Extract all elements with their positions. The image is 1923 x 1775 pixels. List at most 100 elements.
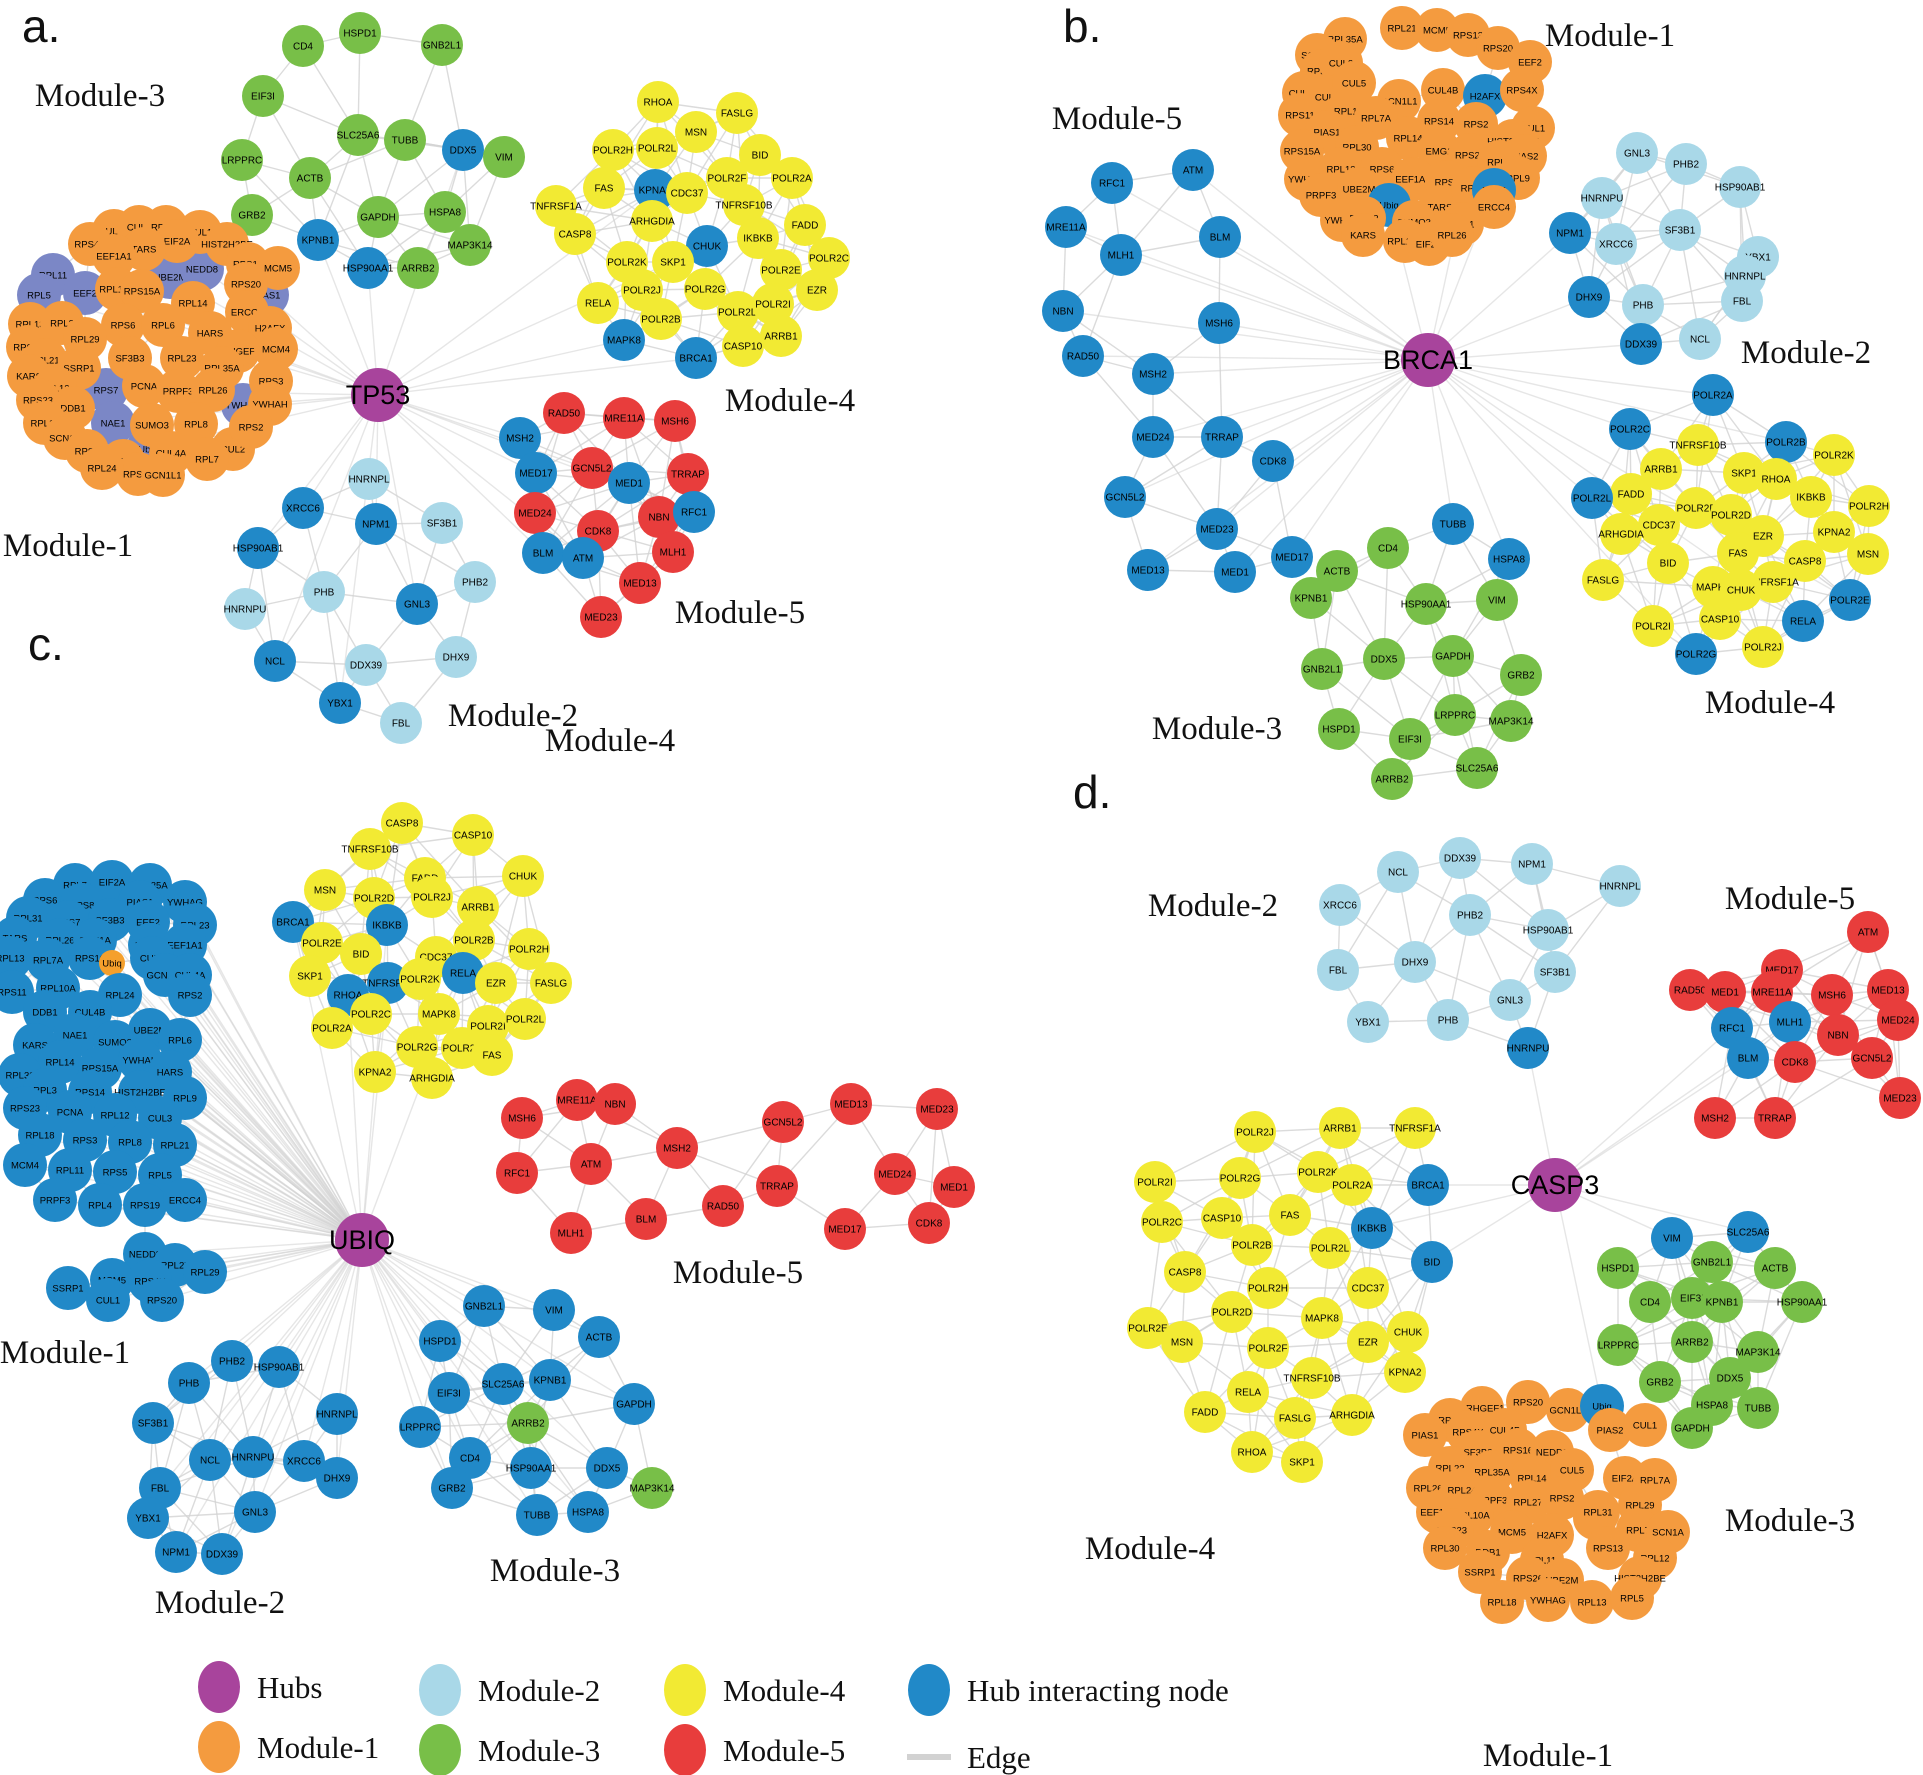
node-circle-VIM[interactable] bbox=[483, 136, 525, 178]
node-BID[interactable]: BID bbox=[1647, 542, 1689, 584]
node-circle-GCN5L2[interactable] bbox=[1104, 476, 1146, 518]
node-circle-CUL1[interactable] bbox=[1623, 1403, 1667, 1447]
node-circle-EIF3I[interactable] bbox=[1389, 718, 1431, 760]
node-circle-CD4[interactable] bbox=[1629, 1281, 1671, 1323]
node-circle-RPL21[interactable] bbox=[1380, 6, 1424, 50]
node-ACTB[interactable]: ACTB bbox=[578, 1316, 620, 1358]
node-RHOA[interactable]: RHOA bbox=[637, 81, 679, 123]
node-ARRB2[interactable]: ARRB2 bbox=[1371, 758, 1413, 800]
node-circle-CDC37[interactable] bbox=[1347, 1267, 1389, 1309]
node-circle-RPS19[interactable] bbox=[123, 1183, 167, 1227]
node-SKP1[interactable]: SKP1 bbox=[289, 955, 331, 997]
node-POLR2C[interactable]: POLR2C bbox=[350, 993, 392, 1035]
node-POLR2L[interactable]: POLR2L bbox=[1571, 477, 1613, 519]
node-HSP90AA1[interactable]: HSP90AA1 bbox=[343, 247, 394, 289]
node-circle-MED23[interactable] bbox=[580, 596, 622, 638]
node-circle-RHOA[interactable] bbox=[1231, 1431, 1273, 1473]
node-NPM1[interactable]: NPM1 bbox=[155, 1531, 197, 1573]
node-RHOA[interactable]: RHOA bbox=[1231, 1431, 1273, 1473]
node-circle-POLR2A[interactable] bbox=[771, 157, 813, 199]
node-circle-GNB2L1[interactable] bbox=[421, 24, 463, 66]
node-RFC1[interactable]: RFC1 bbox=[496, 1152, 538, 1194]
node-circle-POLR2D[interactable] bbox=[717, 291, 759, 333]
node-circle-LRPPRC[interactable] bbox=[221, 139, 263, 181]
node-circle-SSRP1[interactable] bbox=[46, 1266, 90, 1310]
node-circle-RPL24[interactable] bbox=[80, 446, 124, 490]
node-POLR2K[interactable]: POLR2K bbox=[1813, 434, 1855, 476]
node-RPL26[interactable]: RPL26 bbox=[1430, 213, 1474, 257]
node-circle-GAPDH[interactable] bbox=[613, 1383, 655, 1425]
node-KPNB1[interactable]: KPNB1 bbox=[1290, 577, 1332, 619]
node-GCN5L2[interactable]: GCN5L2 bbox=[1104, 476, 1146, 518]
node-MED23[interactable]: MED23 bbox=[1196, 508, 1238, 550]
node-circle-CHUK[interactable] bbox=[1387, 1311, 1429, 1353]
node-GRB2[interactable]: GRB2 bbox=[1500, 654, 1542, 696]
node-circle-MED1[interactable] bbox=[1704, 971, 1746, 1013]
node-circle-GRB2[interactable] bbox=[231, 194, 273, 236]
node-circle-EZR[interactable] bbox=[796, 269, 838, 311]
node-ARRB1[interactable]: ARRB1 bbox=[1319, 1107, 1361, 1149]
node-MED24[interactable]: MED24 bbox=[1877, 999, 1919, 1041]
node-XRCC6[interactable]: XRCC6 bbox=[282, 487, 324, 529]
node-circle-DHX9[interactable] bbox=[1394, 941, 1436, 983]
node-circle-PRPF3[interactable] bbox=[156, 369, 200, 413]
node-circle-RAD50[interactable] bbox=[702, 1185, 744, 1227]
node-RFC1[interactable]: RFC1 bbox=[673, 491, 715, 533]
node-circle-PCNA[interactable] bbox=[122, 364, 166, 408]
node-circle-POLR2A[interactable] bbox=[1331, 1164, 1373, 1206]
node-MSN[interactable]: MSN bbox=[1161, 1321, 1203, 1363]
node-NCL[interactable]: NCL bbox=[1377, 851, 1419, 893]
node-circle-POLR2G[interactable] bbox=[684, 268, 726, 310]
node-RPL29[interactable]: RPL29 bbox=[183, 1250, 227, 1294]
node-MED24[interactable]: MED24 bbox=[514, 492, 556, 534]
node-BRCA1[interactable]: BRCA1 bbox=[1407, 1164, 1449, 1206]
node-circle-SLC25A6[interactable] bbox=[337, 114, 379, 156]
node-RFC1[interactable]: RFC1 bbox=[1091, 162, 1133, 204]
node-circle-CHUK[interactable] bbox=[502, 855, 544, 897]
node-circle-FAS[interactable] bbox=[583, 167, 625, 209]
node-GNL3[interactable]: GNL3 bbox=[396, 583, 438, 625]
node-circle-TUBB[interactable] bbox=[1737, 1387, 1779, 1429]
node-circle-RELA[interactable] bbox=[577, 282, 619, 324]
node-RAD50[interactable]: RAD50 bbox=[543, 392, 585, 434]
node-circle-HSP90AB1[interactable] bbox=[1719, 166, 1761, 208]
node-MAP3K14[interactable]: MAP3K14 bbox=[1488, 700, 1534, 742]
node-MSN[interactable]: MSN bbox=[1847, 533, 1889, 575]
node-MED17[interactable]: MED17 bbox=[824, 1208, 866, 1250]
node-circle-TUBB[interactable] bbox=[516, 1494, 558, 1536]
node-RPS20[interactable]: RPS20 bbox=[140, 1278, 184, 1322]
node-HNRNPL[interactable]: HNRNPL bbox=[316, 1393, 358, 1435]
node-PHB2[interactable]: PHB2 bbox=[1449, 894, 1491, 936]
node-PHB2[interactable]: PHB2 bbox=[454, 561, 496, 603]
node-SF3B1[interactable]: SF3B1 bbox=[1659, 209, 1701, 251]
node-circle-CASP8[interactable] bbox=[1164, 1251, 1206, 1293]
node-LRPPRC[interactable]: LRPPRC bbox=[221, 139, 263, 181]
node-circle-POLR2L[interactable] bbox=[1571, 477, 1613, 519]
node-circle-POLR2E[interactable] bbox=[1127, 1307, 1169, 1349]
node-circle-ARRB2[interactable] bbox=[1371, 758, 1413, 800]
node-circle-GNL3[interactable] bbox=[234, 1491, 276, 1533]
node-circle-KPNA2[interactable] bbox=[634, 169, 676, 211]
node-TRRAP[interactable]: TRRAP bbox=[1201, 416, 1243, 458]
node-circle-RPS2[interactable] bbox=[1540, 1476, 1584, 1520]
node-POLR2A[interactable]: POLR2A bbox=[771, 157, 813, 199]
node-circle-TNFRSF10B[interactable] bbox=[1291, 1357, 1333, 1399]
node-DDX39[interactable]: DDX39 bbox=[345, 644, 387, 686]
node-ATM[interactable]: ATM bbox=[562, 537, 604, 579]
node-circle-GAPDH[interactable] bbox=[1432, 635, 1474, 677]
node-RPL13[interactable]: RPL13 bbox=[1570, 1580, 1614, 1624]
node-circle-Ubiq[interactable] bbox=[99, 950, 125, 976]
node-NBN[interactable]: NBN bbox=[594, 1083, 636, 1125]
node-circle-MRE11A[interactable] bbox=[556, 1079, 598, 1121]
node-circle-MSN[interactable] bbox=[1847, 533, 1889, 575]
node-circle-HSPD1[interactable] bbox=[339, 12, 381, 54]
node-circle-MSH2[interactable] bbox=[1694, 1097, 1736, 1139]
node-RAD50[interactable]: RAD50 bbox=[1062, 335, 1104, 377]
node-HNRNPU[interactable]: HNRNPU bbox=[232, 1436, 275, 1478]
node-CHUK[interactable]: CHUK bbox=[1387, 1311, 1429, 1353]
node-PHB2[interactable]: PHB2 bbox=[211, 1340, 253, 1382]
node-circle-HNRNPL[interactable] bbox=[348, 458, 390, 500]
node-circle-RELA[interactable] bbox=[442, 952, 484, 994]
node-PHB2[interactable]: PHB2 bbox=[1665, 143, 1707, 185]
node-circle-NCL[interactable] bbox=[254, 640, 296, 682]
